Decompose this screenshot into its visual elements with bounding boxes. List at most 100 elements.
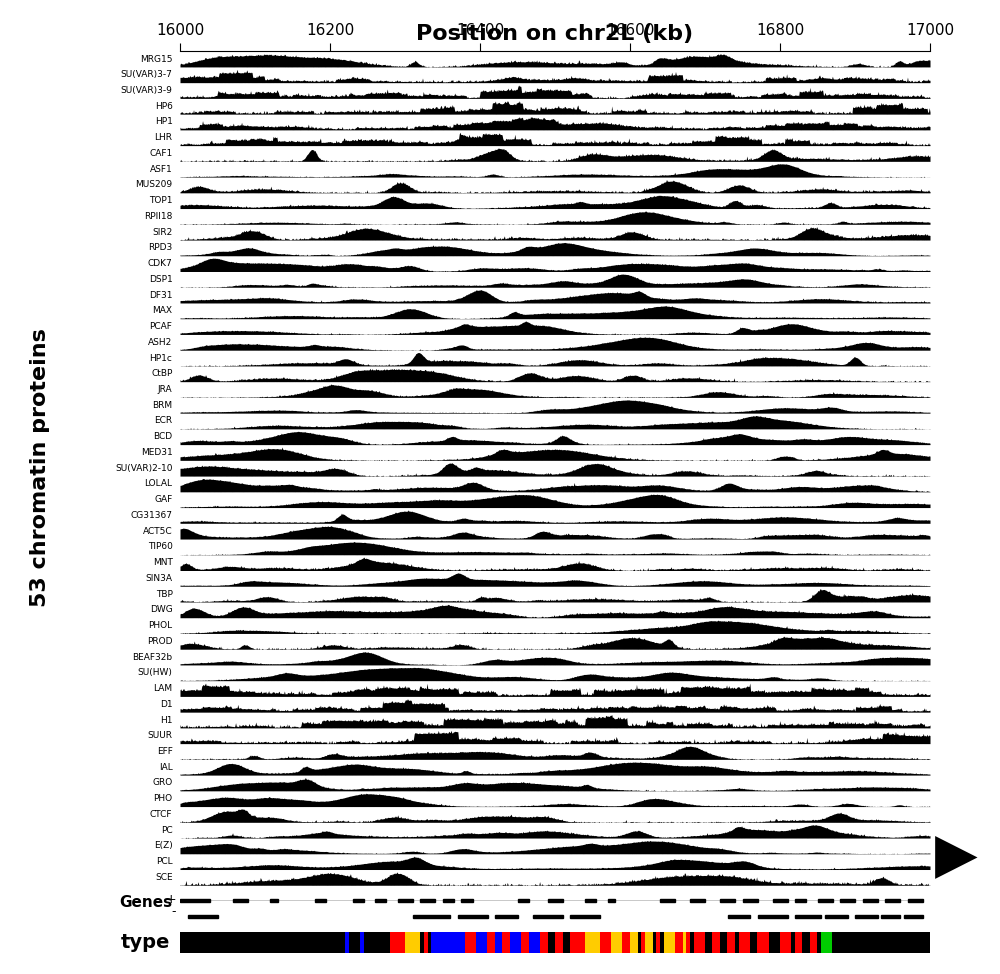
Text: ECR: ECR bbox=[154, 417, 173, 426]
Text: +: + bbox=[166, 893, 176, 907]
Bar bbox=[694, 932, 705, 954]
Bar bbox=[188, 915, 218, 918]
Bar bbox=[825, 915, 848, 918]
Bar bbox=[720, 932, 727, 954]
Bar bbox=[682, 932, 686, 954]
Text: type: type bbox=[121, 933, 170, 953]
Bar bbox=[660, 899, 675, 902]
Bar bbox=[518, 899, 529, 902]
Text: MUS209: MUS209 bbox=[135, 180, 173, 189]
Bar bbox=[881, 915, 900, 918]
Bar bbox=[720, 899, 735, 902]
Bar bbox=[352, 899, 364, 902]
Bar bbox=[420, 899, 435, 902]
Text: IAL: IAL bbox=[159, 763, 173, 771]
Bar bbox=[405, 932, 420, 954]
Bar bbox=[180, 932, 345, 954]
Text: GRO: GRO bbox=[152, 778, 173, 787]
Bar bbox=[428, 932, 431, 954]
Text: CTCF: CTCF bbox=[150, 810, 173, 819]
Bar bbox=[364, 932, 390, 954]
Bar bbox=[502, 932, 510, 954]
Text: CtBP: CtBP bbox=[151, 369, 173, 378]
Text: LHR: LHR bbox=[154, 133, 173, 142]
Text: DSP1: DSP1 bbox=[149, 275, 173, 283]
Bar bbox=[652, 932, 656, 954]
Bar bbox=[750, 932, 758, 954]
Text: ▶: ▶ bbox=[935, 830, 978, 884]
Text: 53 chromatin proteins: 53 chromatin proteins bbox=[30, 328, 50, 607]
Bar bbox=[735, 932, 739, 954]
Text: JRA: JRA bbox=[158, 385, 173, 394]
Bar bbox=[180, 899, 210, 902]
Bar bbox=[908, 899, 922, 902]
Bar bbox=[608, 899, 615, 902]
Bar bbox=[562, 932, 570, 954]
Text: ACT5C: ACT5C bbox=[143, 527, 173, 536]
Text: LAM: LAM bbox=[153, 684, 173, 693]
Bar bbox=[862, 899, 878, 902]
Bar bbox=[510, 932, 521, 954]
Bar bbox=[431, 932, 465, 954]
Text: MAX: MAX bbox=[152, 307, 173, 316]
Bar bbox=[742, 899, 758, 902]
Bar bbox=[461, 899, 473, 902]
Bar bbox=[795, 932, 802, 954]
Bar bbox=[540, 932, 548, 954]
Bar bbox=[465, 932, 476, 954]
Bar bbox=[532, 915, 562, 918]
Bar bbox=[398, 899, 413, 902]
Bar bbox=[442, 899, 454, 902]
Text: D1: D1 bbox=[160, 699, 173, 709]
Text: TOP1: TOP1 bbox=[149, 196, 173, 206]
Text: Position on chr2L (kb): Position on chr2L (kb) bbox=[416, 24, 694, 45]
Bar bbox=[758, 932, 769, 954]
Text: DF31: DF31 bbox=[149, 290, 173, 300]
Text: ASF1: ASF1 bbox=[150, 165, 173, 173]
Text: PCAF: PCAF bbox=[150, 322, 173, 331]
Bar bbox=[360, 932, 364, 954]
Text: DWG: DWG bbox=[150, 606, 173, 615]
Bar bbox=[818, 899, 832, 902]
Text: SU(VAR)2-10: SU(VAR)2-10 bbox=[115, 464, 173, 472]
Bar bbox=[780, 932, 791, 954]
Bar bbox=[487, 932, 495, 954]
Bar bbox=[641, 932, 645, 954]
Text: H1: H1 bbox=[160, 716, 173, 725]
Text: GAF: GAF bbox=[154, 495, 173, 505]
Bar bbox=[630, 932, 638, 954]
Bar bbox=[840, 899, 855, 902]
Bar bbox=[690, 932, 694, 954]
Bar bbox=[758, 915, 788, 918]
Text: CAF1: CAF1 bbox=[149, 149, 173, 158]
Text: EFF: EFF bbox=[157, 747, 173, 756]
Bar bbox=[660, 932, 664, 954]
Text: BEAF32b: BEAF32b bbox=[132, 653, 173, 661]
Text: HP6: HP6 bbox=[155, 101, 173, 111]
Bar bbox=[585, 899, 596, 902]
Text: SUUR: SUUR bbox=[148, 731, 173, 740]
Bar bbox=[638, 932, 641, 954]
Text: SU(HW): SU(HW) bbox=[138, 668, 173, 677]
Bar bbox=[802, 932, 810, 954]
Text: MNT: MNT bbox=[153, 558, 173, 567]
Bar bbox=[675, 932, 682, 954]
Bar bbox=[390, 932, 405, 954]
Text: RPD3: RPD3 bbox=[148, 244, 173, 252]
Bar bbox=[424, 932, 428, 954]
Bar bbox=[600, 932, 611, 954]
Text: SIR2: SIR2 bbox=[152, 228, 173, 237]
Bar bbox=[349, 932, 360, 954]
Bar bbox=[413, 915, 450, 918]
Bar bbox=[622, 932, 630, 954]
Bar bbox=[795, 915, 821, 918]
Bar bbox=[495, 915, 518, 918]
Bar bbox=[585, 932, 600, 954]
Text: TIP60: TIP60 bbox=[148, 543, 173, 551]
Bar bbox=[885, 899, 900, 902]
Bar bbox=[270, 899, 278, 902]
Text: BCD: BCD bbox=[153, 432, 173, 441]
Text: RPII18: RPII18 bbox=[144, 212, 173, 221]
Bar bbox=[375, 899, 386, 902]
Bar bbox=[420, 932, 424, 954]
